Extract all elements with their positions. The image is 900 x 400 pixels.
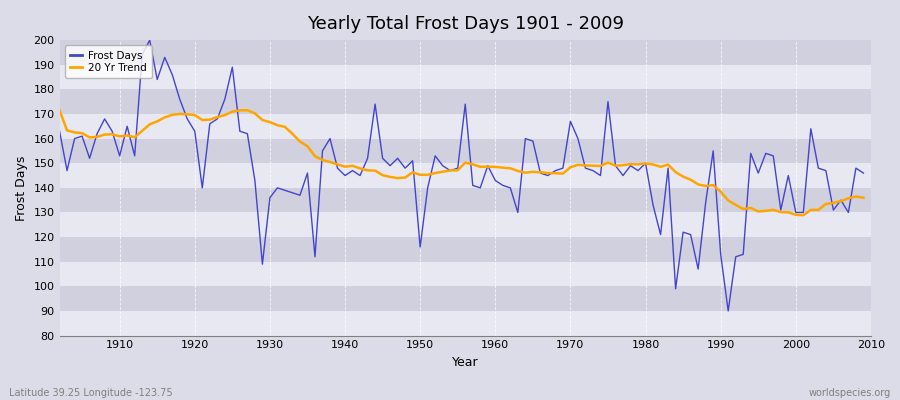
Bar bbox=[59, 114, 871, 139]
Frost Days bbox=[107, 129, 118, 134]
Bar bbox=[59, 286, 871, 311]
Bar bbox=[59, 65, 871, 89]
20 Yr Trend bbox=[482, 164, 493, 169]
X-axis label: Year: Year bbox=[452, 356, 479, 369]
Frost Days bbox=[490, 178, 500, 183]
Bar bbox=[59, 40, 871, 65]
20 Yr Trend bbox=[272, 123, 283, 128]
20 Yr Trend bbox=[798, 213, 809, 218]
Frost Days bbox=[280, 188, 291, 193]
Frost Days bbox=[47, 87, 58, 92]
Bar bbox=[59, 311, 871, 336]
Title: Yearly Total Frost Days 1901 - 2009: Yearly Total Frost Days 1901 - 2009 bbox=[307, 15, 624, 33]
Frost Days bbox=[325, 136, 336, 141]
Y-axis label: Frost Days: Frost Days bbox=[15, 155, 28, 220]
Line: 20 Yr Trend: 20 Yr Trend bbox=[52, 89, 863, 215]
Frost Days bbox=[588, 168, 598, 173]
20 Yr Trend bbox=[47, 87, 58, 92]
Bar bbox=[59, 163, 871, 188]
Bar bbox=[59, 237, 871, 262]
Bar bbox=[59, 262, 871, 286]
Bar bbox=[59, 89, 871, 114]
Bar bbox=[59, 139, 871, 163]
20 Yr Trend bbox=[580, 163, 590, 168]
Bar bbox=[59, 188, 871, 212]
Frost Days bbox=[723, 308, 734, 313]
20 Yr Trend bbox=[858, 195, 868, 200]
Text: Latitude 39.25 Longitude -123.75: Latitude 39.25 Longitude -123.75 bbox=[9, 388, 173, 398]
20 Yr Trend bbox=[317, 158, 328, 162]
Legend: Frost Days, 20 Yr Trend: Frost Days, 20 Yr Trend bbox=[65, 45, 151, 78]
20 Yr Trend bbox=[107, 132, 118, 137]
Text: worldspecies.org: worldspecies.org bbox=[809, 388, 891, 398]
Frost Days bbox=[858, 171, 868, 176]
Line: Frost Days: Frost Days bbox=[52, 40, 863, 311]
20 Yr Trend bbox=[490, 164, 500, 169]
Bar bbox=[59, 212, 871, 237]
Frost Days bbox=[144, 38, 155, 42]
Frost Days bbox=[498, 183, 508, 188]
